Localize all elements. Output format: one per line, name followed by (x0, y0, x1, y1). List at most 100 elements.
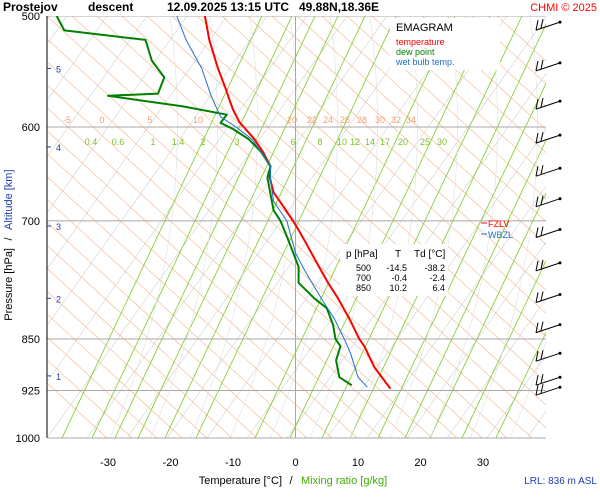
table-cell: 500 (356, 263, 371, 273)
dry-adiabat-label: 5 (147, 115, 152, 125)
y-axis-label-secondary: Altitude [km] (3, 169, 15, 230)
dry-adiabat-line (47, 267, 233, 438)
header-copyright: CHMI © 2025 (530, 2, 597, 14)
header-mode: descent (88, 0, 133, 14)
legend: EMAGRAM temperature dew point wet bulb t… (390, 18, 500, 70)
mixing-ratio-label: 17 (380, 137, 390, 147)
dry-adiabat-label: 30 (375, 115, 385, 125)
mixing-ratio-label: 12 (350, 137, 360, 147)
mixing-ratio-label: 10 (337, 137, 347, 147)
x-tick-label: -20 (163, 457, 179, 469)
dry-adiabat-line (47, 107, 408, 438)
wind-barb-flag (535, 375, 539, 386)
wind-barb-staff (535, 386, 561, 396)
mixing-ratio-label: 25 (420, 137, 430, 147)
wind-barb-flag (535, 385, 539, 396)
y-axis-label: Pressure [hPa] (3, 248, 15, 321)
wind-barb-staff (535, 134, 561, 144)
x-tick-label: 30 (477, 457, 489, 469)
wind-barb-icon (535, 384, 562, 396)
isotherm-line (366, 185, 546, 438)
moist-adiabat-line (389, 16, 458, 438)
wind-barb-staff (535, 376, 561, 386)
altitude-tick-label: 2 (56, 294, 61, 304)
wind-barb-dot (558, 385, 562, 389)
wind-barb-staff (535, 294, 561, 303)
wind-barb-flag (540, 165, 544, 175)
x-axis-label: Temperature [°C] (199, 475, 282, 487)
dry-adiabat-label: 20 (287, 115, 297, 125)
wind-barb-flag (540, 291, 544, 301)
table-header-p: p [hPa] (346, 249, 378, 260)
isotherm-line (446, 298, 546, 438)
wind-barb-staff (535, 100, 561, 110)
dry-adiabat-line (47, 222, 283, 438)
moist-adiabat-line (269, 16, 338, 438)
table-header-td: Td [°C] (414, 249, 445, 260)
wind-barb-dot (558, 133, 562, 137)
dry-adiabat-line (47, 290, 208, 438)
wind-barb-dot (558, 293, 562, 296)
table-cell: 10.2 (389, 283, 407, 293)
altitude-tick-label: 5 (56, 64, 61, 74)
wind-barb-flag (540, 97, 544, 108)
y-axis-title: Pressure [hPa] / Altitude [km] (3, 169, 15, 320)
wind-barb-flag (535, 133, 539, 144)
dry-adiabat-line (47, 61, 458, 438)
isotherm-line (47, 16, 308, 383)
isotherm-line (486, 354, 546, 438)
wind-barb-flag (535, 60, 539, 71)
isotherm-line (47, 16, 348, 438)
lrl-label: LRL: 836 m ASL (524, 476, 597, 487)
x-tick-label: 0 (292, 457, 298, 469)
wind-barb-flag (540, 350, 544, 360)
dry-adiabat-label: 24 (323, 115, 333, 125)
wind-barb-flag (535, 292, 539, 303)
dry-adiabat-line (47, 153, 358, 438)
mixing-ratio-line (114, 16, 316, 438)
dry-adiabat-line (371, 16, 546, 177)
wind-barb-icon (535, 195, 562, 208)
x-axis-label-separator: / (289, 475, 293, 487)
wind-barb-dot (558, 351, 562, 355)
dry-adiabat-line (296, 16, 546, 245)
dry-adiabat-line (47, 359, 133, 438)
dry-adiabat-label: -5 (63, 115, 71, 125)
dry-adiabat-line (271, 16, 546, 268)
series-line-wet-bulb-temp (176, 16, 368, 388)
x-axis-title: Temperature [°C] / Mixing ratio [g/kg] (199, 475, 387, 487)
table-cell: -14.5 (386, 263, 407, 273)
mixing-ratio-label: 8 (317, 137, 322, 147)
mixing-ratio-label: 0.6 (112, 137, 125, 147)
wind-barb-staff (535, 62, 561, 72)
wind-barb-flag (535, 351, 539, 362)
dry-adiabat-line (47, 336, 158, 438)
isotherm-line (47, 16, 148, 158)
moist-adiabat-line (109, 16, 178, 438)
wind-barb-staff (535, 198, 561, 208)
x-tick-label: 20 (414, 457, 426, 469)
moist-adiabat-line (149, 16, 218, 438)
wind-barb-flag (540, 321, 544, 331)
isotherm-line (47, 16, 268, 326)
isotherm-line (246, 16, 546, 438)
y-tick-label: 1000 (16, 433, 40, 445)
dry-adiabat-line (47, 244, 258, 438)
dry-adiabat-line (421, 16, 546, 131)
mixing-ratio-label: 2 (200, 137, 205, 147)
wind-barb-flag (535, 166, 539, 177)
wind-barb-icon (535, 97, 562, 110)
mixing-ratio-line (91, 16, 293, 438)
moist-adiabat-line (469, 16, 538, 438)
isotherm-line (86, 16, 388, 438)
wind-barb-dot (558, 197, 562, 201)
dry-adiabat-label: 10 (193, 115, 203, 125)
x-tick-label: -10 (225, 457, 241, 469)
dry-adiabat-label: 32 (391, 115, 401, 125)
wind-barb-flag (535, 20, 539, 31)
dry-adiabat-line (47, 199, 308, 438)
dry-adiabat-line (396, 16, 546, 154)
dry-adiabat-line (196, 16, 546, 337)
